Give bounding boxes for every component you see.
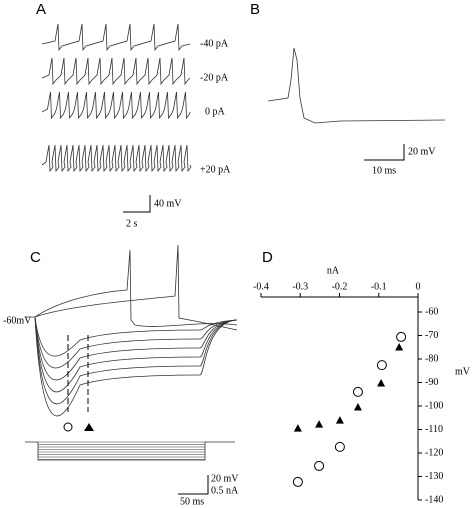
trace-label: -20 pA	[200, 72, 229, 83]
point	[396, 331, 407, 342]
command-trace	[25, 441, 235, 461]
scale-bar	[123, 195, 151, 213]
trace	[41, 91, 191, 120]
x-tick-label: -0.4	[253, 281, 269, 292]
point	[292, 476, 303, 487]
y-tick-label: -90	[425, 377, 438, 388]
point	[315, 420, 324, 428]
scale-label: 20 mV	[408, 146, 436, 157]
trace	[34, 316, 238, 417]
point	[353, 402, 362, 411]
symbol	[84, 423, 94, 431]
y-tick-label: -120	[425, 447, 443, 458]
x-tick-label: 0	[416, 281, 421, 292]
trace	[25, 249, 238, 327]
x-axis-label: nA	[327, 265, 340, 276]
panel-label: C	[30, 249, 41, 266]
scale-label: 10 ms	[372, 165, 396, 176]
y-tick-label: -130	[425, 471, 443, 482]
scale-label: 20 mV	[211, 473, 239, 484]
trace-label: 0 pA	[205, 106, 226, 117]
trace	[34, 316, 238, 357]
x-tick-label: -0.2	[332, 281, 348, 292]
x-tick-label: -0.1	[371, 281, 387, 292]
y-axis-label: mV	[455, 366, 471, 377]
trace	[41, 144, 192, 173]
panel-label: D	[262, 249, 273, 266]
trace-label: -40 pA	[200, 38, 229, 49]
y-tick-label: -80	[425, 353, 438, 364]
point	[334, 441, 345, 452]
trace	[34, 244, 238, 331]
point	[376, 360, 387, 371]
point	[395, 343, 404, 351]
y-tick-label: -100	[425, 400, 443, 411]
point	[314, 460, 325, 471]
panel-label: A	[36, 1, 46, 18]
symbol	[63, 422, 73, 432]
cursor	[67, 335, 89, 412]
y-tick-label: -60	[425, 306, 438, 317]
x-tick-label: -0.3	[292, 281, 308, 292]
point	[335, 416, 344, 424]
y-tick-label: -110	[425, 424, 443, 435]
trace	[34, 316, 238, 405]
point	[352, 386, 363, 397]
scale-label: 0.5 nA	[211, 485, 239, 496]
trace	[41, 23, 191, 52]
y-tick-label: -70	[425, 330, 438, 341]
trace	[267, 47, 446, 124]
point	[377, 378, 386, 387]
trace	[34, 316, 238, 393]
y-tick-label: -140	[425, 494, 443, 505]
point	[293, 424, 302, 432]
scale-label: 50 ms	[180, 496, 204, 507]
trace	[34, 316, 238, 369]
panel-label: B	[250, 1, 260, 18]
trace	[41, 57, 191, 86]
scale-bar	[364, 144, 405, 161]
scale-label: 40 mV	[154, 198, 182, 209]
holding-label: -60mV	[3, 315, 32, 326]
trace-label: +20 pA	[200, 164, 231, 175]
scale-bar	[178, 475, 209, 495]
scale-label: 2 s	[126, 218, 138, 229]
trace	[34, 316, 238, 381]
